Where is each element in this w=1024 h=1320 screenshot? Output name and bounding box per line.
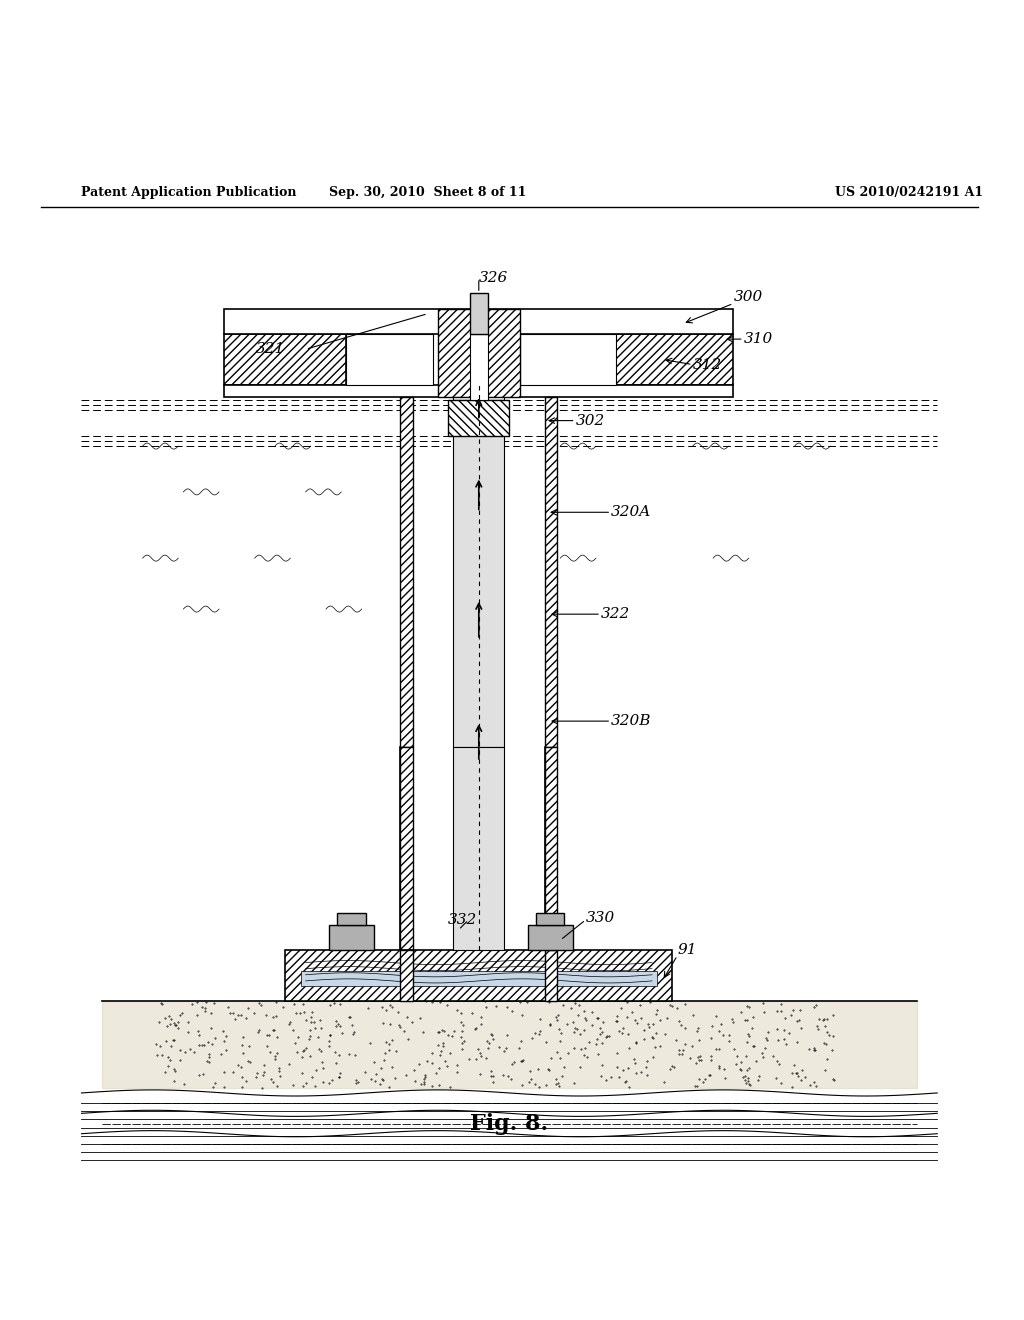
Bar <box>224 309 733 334</box>
Bar <box>300 970 657 986</box>
Bar <box>400 747 413 950</box>
Bar <box>454 747 504 950</box>
Bar <box>449 400 509 436</box>
Bar <box>519 334 616 385</box>
Text: Patent Application Publication: Patent Application Publication <box>82 186 297 199</box>
Bar <box>611 334 733 385</box>
Text: 91: 91 <box>678 944 697 957</box>
Text: 312: 312 <box>692 358 722 371</box>
Bar <box>438 309 519 397</box>
Bar <box>286 950 673 1002</box>
Bar <box>346 334 433 385</box>
Bar <box>545 397 557 747</box>
Text: 320B: 320B <box>611 714 651 729</box>
Text: US 2010/0242191 A1: US 2010/0242191 A1 <box>836 186 983 199</box>
Text: 322: 322 <box>601 607 631 622</box>
Text: 321: 321 <box>256 342 286 356</box>
Bar <box>400 950 413 1002</box>
Text: Sep. 30, 2010  Sheet 8 of 11: Sep. 30, 2010 Sheet 8 of 11 <box>329 186 526 199</box>
Text: 332: 332 <box>449 912 477 927</box>
Bar <box>224 334 346 385</box>
Bar <box>337 912 366 925</box>
Text: 326: 326 <box>479 271 508 285</box>
Bar <box>400 397 413 747</box>
Bar <box>470 293 488 334</box>
Bar <box>454 397 504 747</box>
Bar <box>329 925 374 950</box>
Text: 302: 302 <box>575 413 605 428</box>
Bar <box>545 950 557 1002</box>
Bar <box>545 747 557 950</box>
Text: 330: 330 <box>586 911 615 925</box>
Text: Fig. 8.: Fig. 8. <box>470 1113 549 1134</box>
Text: 320A: 320A <box>611 506 651 519</box>
Text: 300: 300 <box>733 290 763 305</box>
Bar <box>527 925 572 950</box>
Bar <box>224 385 733 397</box>
Bar <box>470 334 488 400</box>
Bar <box>536 912 564 925</box>
Text: 310: 310 <box>743 333 773 346</box>
